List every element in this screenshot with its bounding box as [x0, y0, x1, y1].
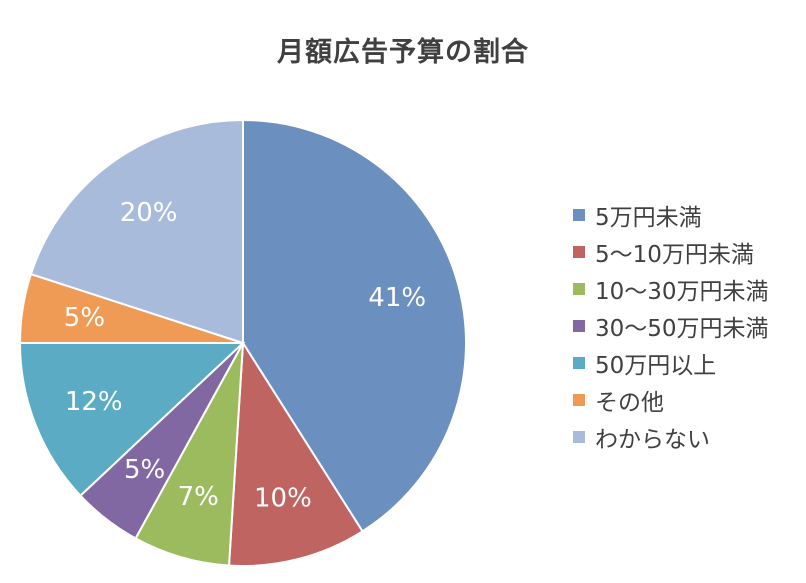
legend-label-5: 50万円以上 — [595, 352, 717, 379]
legend-swatch-2 — [573, 245, 585, 258]
legend-label-2: 5～10万円未満 — [595, 241, 754, 268]
legend-label-6: その他 — [595, 389, 664, 416]
legend-item-1: 5万円未満 — [573, 196, 769, 233]
legend-label-7: わからない — [595, 426, 710, 453]
pie-slices — [18, 118, 467, 567]
slice-label-7: 20% — [120, 198, 178, 228]
legend: 5万円未満 5～10万円未満 10～30万円未満 30～50万円未満 50万円以上 その他… — [573, 196, 769, 455]
legend-swatch-3 — [573, 282, 585, 295]
pie-slice-2 — [227, 339, 364, 567]
legend-item-4: 30～50万円未満 — [573, 307, 769, 344]
slice-label-6: 5% — [64, 303, 105, 333]
legend-swatch-6 — [573, 393, 585, 406]
legend-label-1: 5万円未満 — [595, 204, 702, 231]
legend-swatch-7 — [573, 430, 585, 443]
legend-swatch-5 — [573, 356, 585, 369]
legend-item-7: わからない — [573, 418, 769, 455]
pie-labels: 41% 10% 7% 5% 12% 5% 20% — [64, 198, 426, 513]
legend-label-3: 10～30万円未満 — [595, 278, 769, 305]
slice-label-2: 10% — [254, 484, 312, 514]
pie-slice-1 — [242, 118, 467, 533]
legend-item-3: 10～30万円未満 — [573, 270, 769, 307]
chart-title: 月額広告予算の割合 — [277, 37, 529, 68]
pie-slice-5 — [18, 342, 246, 498]
slice-label-4: 5% — [124, 455, 165, 485]
legend-swatch-4 — [573, 319, 585, 332]
legend-item-5: 50万円以上 — [573, 344, 769, 381]
slice-label-3: 7% — [178, 482, 219, 512]
legend-item-6: その他 — [573, 381, 769, 418]
slice-label-1: 41% — [368, 283, 426, 313]
legend-swatch-1 — [573, 208, 585, 221]
slice-label-5: 12% — [65, 387, 123, 417]
legend-label-4: 30～50万円未満 — [595, 315, 769, 342]
legend-item-2: 5～10万円未満 — [573, 233, 769, 270]
pie-slice-7 — [29, 118, 244, 345]
